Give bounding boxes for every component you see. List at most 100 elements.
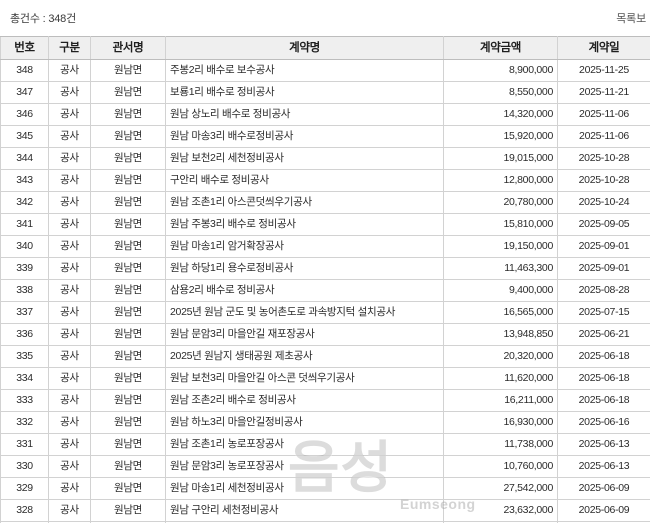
cell-org: 원남면	[90, 169, 166, 192]
cell-name[interactable]: 삼용2리 배수로 정비공사	[165, 279, 444, 302]
column-header-name[interactable]: 계약명	[165, 36, 444, 60]
column-header-no[interactable]: 번호	[0, 36, 49, 60]
column-header-org[interactable]: 관서명	[90, 36, 166, 60]
cell-type: 공사	[48, 433, 91, 456]
cell-no: 331	[0, 433, 49, 456]
cell-amount: 8,900,000	[443, 59, 558, 82]
cell-name[interactable]: 원남 보천2리 세천정비공사	[165, 147, 444, 170]
cell-name[interactable]: 원남 보천3리 마을안길 아스콘 덧씌우기공사	[165, 367, 444, 390]
cell-no: 334	[0, 367, 49, 390]
cell-type: 공사	[48, 323, 91, 346]
cell-org: 원남면	[90, 455, 166, 478]
column-header-type[interactable]: 구분	[48, 36, 91, 60]
table-row[interactable]: 347 공사 원남면 보룡1리 배수로 정비공사 8,550,000 2025-11-21	[0, 81, 650, 104]
cell-date: 2025-10-28	[557, 169, 650, 192]
table-row[interactable]: 348 공사 원남면 주봉2리 배수로 보수공사 8,900,000 2025-11-25	[0, 59, 650, 82]
table-row[interactable]: 335 공사 원남면 2025년 원남지 생태공원 제초공사 20,320,000 202…	[0, 345, 650, 368]
cell-amount: 19,015,000	[443, 147, 558, 170]
cell-name[interactable]: 원남 하당1리 용수로정비공사	[165, 257, 444, 280]
cell-type: 공사	[48, 279, 91, 302]
cell-date: 2025-06-18	[557, 367, 650, 390]
table-row[interactable]: 345 공사 원남면 원남 마송3리 배수로정비공사 15,920,000 2025-11…	[0, 125, 650, 148]
cell-name[interactable]: 구안리 배수로 정비공사	[165, 169, 444, 192]
table-row[interactable]: 342 공사 원남면 원남 조촌1리 아스콘덧씌우기공사 20,780,000 2025-…	[0, 191, 650, 214]
cell-type: 공사	[48, 301, 91, 324]
cell-org: 원남면	[90, 477, 166, 500]
cell-name[interactable]: 2025년 원남 군도 및 농어촌도로 과속방지턱 설치공사	[165, 301, 444, 324]
column-header-amount[interactable]: 계약금액	[443, 36, 558, 60]
list-view-link[interactable]: 목록보	[616, 13, 646, 25]
cell-date: 2025-06-21	[557, 323, 650, 346]
cell-no: 329	[0, 477, 49, 500]
table-row[interactable]: 341 공사 원남면 원남 주봉3리 배수로 정비공사 15,810,000 2025-0…	[0, 213, 650, 236]
cell-name[interactable]: 원남 마송3리 배수로정비공사	[165, 125, 444, 148]
cell-name[interactable]: 원남 구안리 세천정비공사	[165, 499, 444, 522]
cell-amount: 13,948,850	[443, 323, 558, 346]
cell-date: 2025-06-16	[557, 411, 650, 434]
cell-name[interactable]: 원남 조촌2리 배수로 정비공사	[165, 389, 444, 412]
table-row[interactable]: 344 공사 원남면 원남 보천2리 세천정비공사 19,015,000 2025-10-…	[0, 147, 650, 170]
cell-org: 원남면	[90, 499, 166, 522]
cell-type: 공사	[48, 411, 91, 434]
cell-amount: 14,320,000	[443, 103, 558, 126]
cell-type: 공사	[48, 103, 91, 126]
table-row[interactable]: 346 공사 원남면 원남 상노리 배수로 정비공사 14,320,000 2025-11…	[0, 103, 650, 126]
table-row[interactable]: 332 공사 원남면 원남 하노3리 마을안길정비공사 16,930,000 2025-0…	[0, 411, 650, 434]
table-header: 번호 구분 관서명 계약명 계약금액 계약일	[0, 36, 650, 60]
cell-no: 336	[0, 323, 49, 346]
cell-no: 348	[0, 59, 49, 82]
cell-no: 338	[0, 279, 49, 302]
cell-date: 2025-09-05	[557, 213, 650, 236]
cell-date: 2025-07-15	[557, 301, 650, 324]
cell-no: 337	[0, 301, 49, 324]
cell-no: 341	[0, 213, 49, 236]
cell-org: 원남면	[90, 433, 166, 456]
table-row[interactable]: 327공사원남면상당1리 가드레일 철거 및 재설치공사13,291,00020…	[0, 521, 650, 523]
cell-name[interactable]: 원남 문암3리 농로포장공사	[165, 455, 444, 478]
cell-name[interactable]: 2025년 원남지 생태공원 제초공사	[165, 345, 444, 368]
cell-amount: 11,463,300	[443, 257, 558, 280]
column-header-date[interactable]: 계약일	[557, 36, 650, 60]
cell-amount: 16,565,000	[443, 301, 558, 324]
table-row[interactable]: 330 공사 원남면 원남 문암3리 농로포장공사 10,760,000 2025-06-…	[0, 455, 650, 478]
cell-org: 원남면	[90, 301, 166, 324]
cell-amount: 16,930,000	[443, 411, 558, 434]
table-header-row: 번호 구분 관서명 계약명 계약금액 계약일	[0, 36, 650, 60]
cell-amount: 16,211,000	[443, 389, 558, 412]
cell-date: 2025-11-06	[557, 125, 650, 148]
cell-name[interactable]: 원남 문암3리 마을안길 재포장공사	[165, 323, 444, 346]
table-row[interactable]: 337 공사 원남면 2025년 원남 군도 및 농어촌도로 과속방지턱 설치공사 16…	[0, 301, 650, 324]
cell-type: 공사	[48, 455, 91, 478]
cell-name[interactable]: 원남 상노리 배수로 정비공사	[165, 103, 444, 126]
cell-name[interactable]: 원남 마송1리 암거확장공사	[165, 235, 444, 258]
cell-amount: 19,150,000	[443, 235, 558, 258]
cell-name[interactable]: 주봉2리 배수로 보수공사	[165, 59, 444, 82]
cell-no: 346	[0, 103, 49, 126]
table-row[interactable]: 343 공사 원남면 구안리 배수로 정비공사 12,800,000 2025-10-28	[0, 169, 650, 192]
table-row[interactable]: 333 공사 원남면 원남 조촌2리 배수로 정비공사 16,211,000 2025-0…	[0, 389, 650, 412]
cell-org: 원남면	[90, 59, 166, 82]
cell-no: 344	[0, 147, 49, 170]
cell-name[interactable]: 원남 주봉3리 배수로 정비공사	[165, 213, 444, 236]
table-row[interactable]: 329 공사 원남면 원남 마송1리 세천정비공사 27,542,000 2025-06-…	[0, 477, 650, 500]
cell-org: 원남면	[90, 213, 166, 236]
cell-date: 2025-11-21	[557, 81, 650, 104]
cell-org: 원남면	[90, 367, 166, 390]
cell-org: 원남면	[90, 279, 166, 302]
cell-name[interactable]: 원남 마송1리 세천정비공사	[165, 477, 444, 500]
cell-amount: 9,400,000	[443, 279, 558, 302]
table-row[interactable]: 331 공사 원남면 원남 조촌1리 농로포장공사 11,738,000 2025-06-…	[0, 433, 650, 456]
cell-no: 333	[0, 389, 49, 412]
table-row[interactable]: 340 공사 원남면 원남 마송1리 암거확장공사 19,150,000 2025-09-…	[0, 235, 650, 258]
table-row[interactable]: 339 공사 원남면 원남 하당1리 용수로정비공사 11,463,300 2025-09…	[0, 257, 650, 280]
cell-name[interactable]: 원남 조촌1리 농로포장공사	[165, 433, 444, 456]
cell-amount: 23,632,000	[443, 499, 558, 522]
cell-name[interactable]: 보룡1리 배수로 정비공사	[165, 81, 444, 104]
cell-no: 340	[0, 235, 49, 258]
table-row[interactable]: 334 공사 원남면 원남 보천3리 마을안길 아스콘 덧씌우기공사 11,620,00…	[0, 367, 650, 390]
cell-name[interactable]: 원남 조촌1리 아스콘덧씌우기공사	[165, 191, 444, 214]
table-row[interactable]: 336 공사 원남면 원남 문암3리 마을안길 재포장공사 13,948,850 2025…	[0, 323, 650, 346]
table-row[interactable]: 328 공사 원남면 원남 구안리 세천정비공사 23,632,000 2025-06-0…	[0, 499, 650, 522]
table-row[interactable]: 338 공사 원남면 삼용2리 배수로 정비공사 9,400,000 2025-08-28	[0, 279, 650, 302]
cell-name[interactable]: 원남 하노3리 마을안길정비공사	[165, 411, 444, 434]
